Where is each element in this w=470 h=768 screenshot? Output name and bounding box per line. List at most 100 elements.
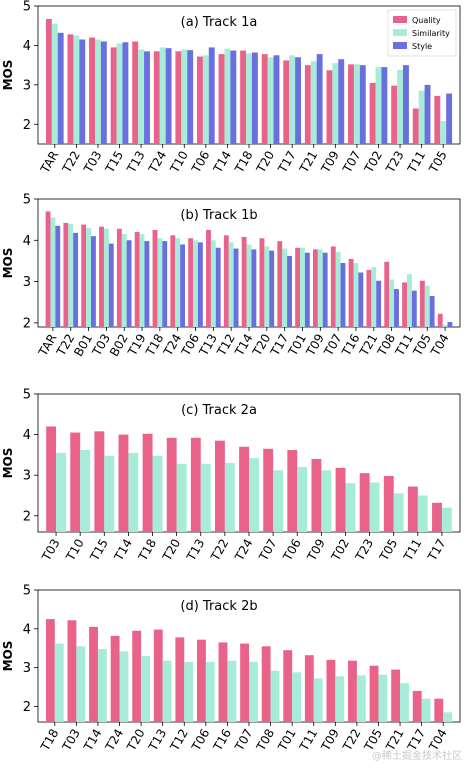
bar-quality-T20: [259, 238, 265, 327]
x-tick-label: T12: [167, 727, 191, 754]
bar-similarity-T03: [76, 646, 86, 722]
bar-style-T13: [144, 51, 150, 144]
x-tick-label: T08: [253, 727, 277, 754]
x-tick-label: T20: [249, 332, 273, 359]
bar-similarity-T05: [378, 674, 388, 722]
bar-quality-T07: [330, 246, 336, 327]
y-tick-label: 2: [23, 118, 31, 133]
x-tick-label: T05: [376, 537, 400, 564]
bar-quality-T03: [89, 37, 95, 144]
bar-style-T19: [144, 241, 150, 327]
bar-quality-T17: [277, 241, 283, 327]
bar-similarity-T14: [246, 244, 252, 327]
x-tick-label: T10: [167, 149, 191, 176]
legend-swatch-quality: [393, 16, 407, 23]
x-tick-label: T05: [410, 332, 434, 359]
legend-label-style: Style: [412, 42, 432, 51]
bar-quality-T13: [153, 629, 163, 722]
bar-quality-T24: [110, 635, 120, 722]
x-tick-label: T21: [356, 332, 380, 359]
x-tick-label: T15: [87, 537, 111, 564]
x-tick-label: T24: [160, 332, 184, 359]
bar-quality-T03: [46, 426, 57, 532]
x-tick-label: TAR: [37, 149, 61, 177]
bar-style-T06: [208, 47, 215, 144]
bar-similarity-T02: [375, 67, 382, 144]
y-tick-label: 3: [23, 469, 31, 484]
bar-similarity-T06: [297, 467, 308, 532]
x-tick-label: T19: [125, 332, 149, 359]
x-tick-label: T04: [428, 332, 452, 359]
x-tick-label: T08: [374, 332, 398, 359]
x-tick-label: T06: [189, 727, 213, 754]
bar-similarity-T24: [119, 651, 129, 722]
bar-similarity-T13: [200, 463, 211, 532]
bar-quality-T19: [134, 232, 140, 327]
bar-similarity-T05: [393, 493, 404, 532]
bar-style-T17: [295, 57, 302, 144]
x-tick-label: T03: [89, 332, 113, 359]
bar-similarity-T06: [202, 55, 209, 144]
bar-quality-T04: [437, 313, 443, 327]
bar-style-T07: [359, 65, 366, 144]
x-tick-label: T14: [210, 149, 234, 176]
bar-style-T21: [376, 280, 382, 327]
chart-title: (d) Track 2b: [180, 599, 257, 614]
x-tick-label: T16: [339, 332, 363, 359]
bar-quality-T23: [391, 85, 398, 144]
bar-quality-T03: [67, 620, 77, 722]
bar-similarity-T17: [282, 248, 288, 327]
bar-quality-T24: [153, 51, 160, 144]
y-tick-label: 2: [23, 700, 31, 715]
bar-similarity-T16: [227, 660, 237, 722]
y-tick-label: 2: [23, 509, 31, 524]
x-tick-label: T17: [425, 537, 449, 564]
x-tick-label: T13: [124, 149, 148, 176]
x-tick-label: T07: [340, 149, 364, 176]
bar-similarity-T07: [249, 661, 258, 722]
bar-quality-T10: [175, 51, 182, 144]
x-tick-label: T24: [102, 727, 126, 754]
x-tick-label: T13: [145, 727, 169, 754]
bar-similarity-T07: [353, 64, 360, 144]
bar-style-T17: [287, 255, 292, 327]
y-tick-label: 4: [23, 39, 31, 54]
bar-quality-T05: [383, 475, 394, 532]
bar-quality-T21: [304, 65, 311, 144]
bar-similarity-T11: [406, 274, 412, 327]
bar-quality-T21: [391, 669, 401, 722]
x-tick-label: T24: [145, 149, 169, 176]
bar-similarity-T24: [175, 238, 181, 327]
bar-quality-T02: [369, 82, 376, 144]
bar-style-T07: [340, 263, 346, 327]
bar-style-T02: [381, 67, 388, 144]
bar-similarity-T21: [371, 267, 377, 327]
bar-quality-T01: [295, 247, 301, 327]
x-tick-label: T16: [210, 727, 234, 754]
bar-quality-T11: [407, 486, 418, 532]
x-tick-label: B02: [107, 332, 131, 359]
bar-quality-T20: [132, 630, 142, 722]
bar-quality-T16: [348, 258, 354, 327]
bar-quality-T13: [190, 437, 201, 532]
bar-quality-TAR: [45, 19, 52, 144]
x-tick-label: T20: [159, 537, 183, 564]
x-tick-label: T17: [267, 332, 291, 359]
bar-similarity-T11: [417, 495, 428, 532]
x-tick-label: T22: [340, 727, 364, 754]
x-tick-label: T06: [280, 537, 304, 564]
bar-similarity-T17: [441, 507, 452, 532]
chart-title: (a) Track 1a: [181, 15, 258, 30]
bar-quality-T14: [118, 434, 129, 532]
bar-similarity-T01: [292, 672, 302, 722]
bar-quality-T11: [412, 108, 419, 144]
bar-similarity-T20: [176, 463, 187, 532]
bar-similarity-T03: [94, 39, 101, 145]
x-tick-label: T02: [361, 149, 385, 176]
bar-quality-T20: [166, 437, 177, 532]
bar-style-TAR: [55, 225, 61, 327]
bar-quality-B02: [116, 228, 122, 327]
bar-quality-T18: [142, 433, 153, 532]
bar-similarity-T12: [228, 242, 234, 327]
bar-style-T01: [304, 252, 310, 327]
